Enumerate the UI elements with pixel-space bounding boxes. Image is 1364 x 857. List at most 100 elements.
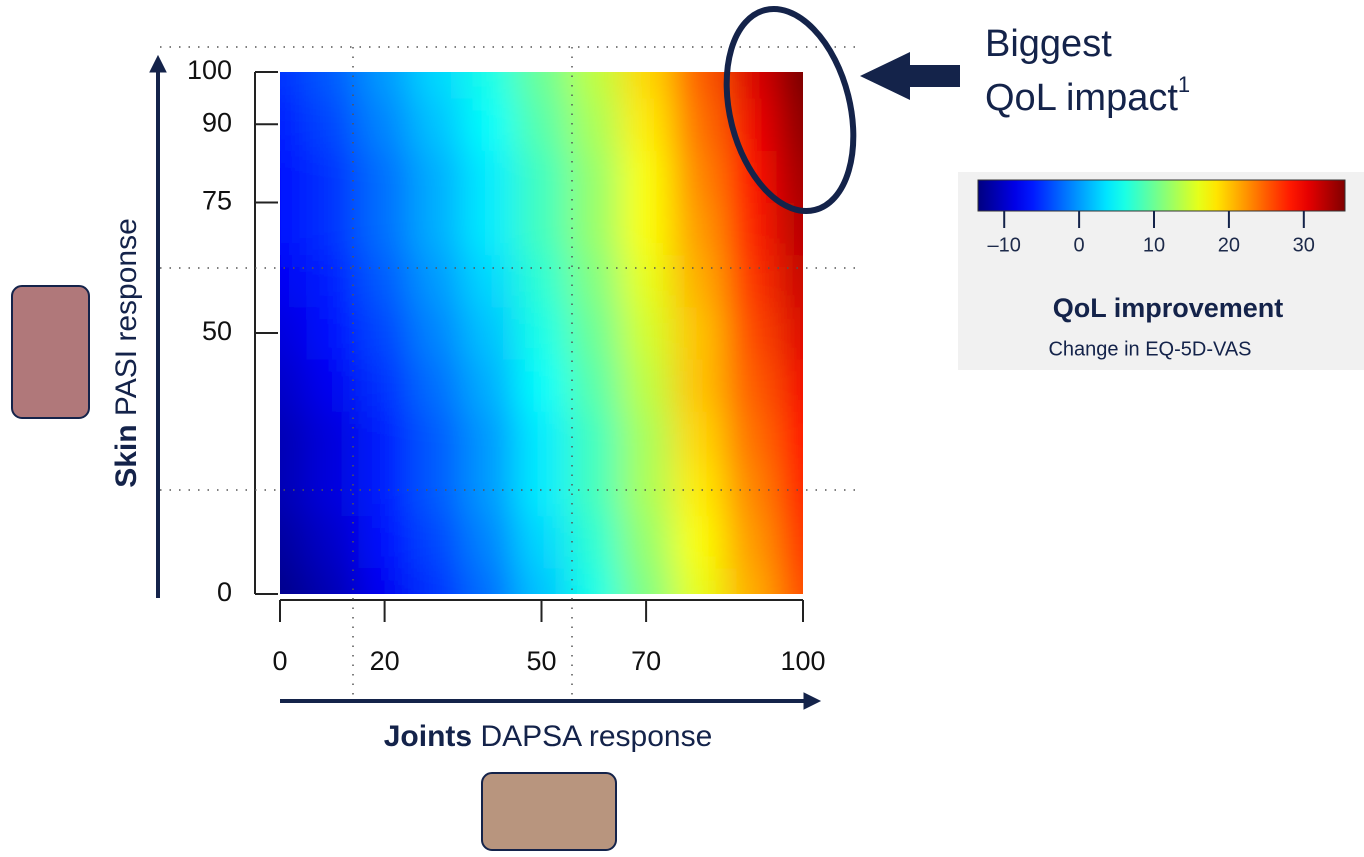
heat-cell: [777, 12, 864, 99]
heat-cell: [568, 464, 621, 517]
heat-cell: [515, 516, 568, 569]
heatmap-cells: [220, 12, 864, 655]
heat-cell: [515, 98, 568, 151]
heat-cell: [220, 516, 307, 569]
heat-cell: [620, 12, 673, 99]
heat-cell: [568, 568, 621, 655]
heat-cell: [515, 150, 568, 203]
x-title: DAPSA response: [480, 720, 712, 753]
y-title: PASI response: [110, 218, 143, 416]
heat-cell: [220, 150, 307, 203]
x-tick-label: 70: [631, 646, 661, 676]
y-tick-label: 50: [202, 316, 232, 346]
heat-cell: [725, 307, 778, 360]
heat-cell: [358, 359, 411, 412]
heat-cell: [411, 568, 464, 655]
annotation: Biggest: [985, 23, 1112, 65]
heat-cell: [568, 12, 621, 99]
heat-cell: [672, 411, 725, 464]
heat-cell: [463, 464, 516, 517]
skin-photo: [12, 286, 89, 418]
heat-cell: [672, 12, 725, 99]
heat-cell: [620, 98, 673, 151]
x-tick-label: 0: [272, 646, 287, 676]
heat-cell: [620, 516, 673, 569]
heat-cell: [358, 203, 411, 256]
heat-cell: [411, 12, 464, 99]
heat-cell: [620, 255, 673, 308]
heat-cell: [672, 307, 725, 360]
heat-cell: [568, 411, 621, 464]
heat-cell: [620, 307, 673, 360]
heat-cell: [463, 203, 516, 256]
colorbar-tick-label: 0: [1074, 234, 1085, 256]
heat-cell: [515, 12, 568, 99]
heat-cell: [515, 307, 568, 360]
heat-cell: [620, 411, 673, 464]
heat-cell: [411, 98, 464, 151]
x-axis-title: Joints DAPSA response: [384, 720, 713, 753]
colorbar-tick-label: 10: [1143, 234, 1165, 256]
heat-cell: [358, 307, 411, 360]
colorbar: [978, 180, 1345, 211]
heat-cell: [672, 150, 725, 203]
heat-cell: [515, 411, 568, 464]
heat-cell: [568, 359, 621, 412]
heat-cell: [220, 255, 307, 308]
heat-cell: [463, 516, 516, 569]
heat-cell: [777, 307, 864, 360]
x-tick-label: 20: [370, 646, 400, 676]
y-tick-label: 100: [187, 55, 232, 85]
heat-cell: [777, 464, 864, 517]
heat-cell: [306, 307, 359, 360]
heat-cell: [463, 359, 516, 412]
heat-cell: [358, 98, 411, 151]
colorbar-subtitle: Change in EQ-5D-VAS: [1048, 338, 1251, 360]
heat-cell: [620, 359, 673, 412]
heat-cell: [568, 307, 621, 360]
x-tick-label: 100: [780, 646, 825, 676]
heat-cell: [568, 150, 621, 203]
heat-cell: [463, 150, 516, 203]
heat-cell: [358, 464, 411, 517]
heat-cell: [411, 150, 464, 203]
heat-cell: [463, 255, 516, 308]
annotation-superscript: 1: [1178, 72, 1190, 97]
y-arrowhead: [150, 56, 166, 72]
annotation-line: QoL impact: [985, 77, 1178, 119]
colorbar-title: QoL improvement: [1053, 293, 1284, 323]
heat-cell: [777, 411, 864, 464]
heat-cell: [725, 516, 778, 569]
x-arrowhead: [804, 693, 820, 709]
heat-cell: [220, 411, 307, 464]
heat-cell: [620, 203, 673, 256]
heat-cell: [411, 203, 464, 256]
joint-photo: [482, 773, 616, 850]
heat-cell: [463, 98, 516, 151]
heat-cell: [220, 203, 307, 256]
y-tick-label: 75: [202, 186, 232, 216]
heat-cell: [777, 516, 864, 569]
heat-cell: [411, 516, 464, 569]
heat-cell: [568, 255, 621, 308]
heat-cell: [515, 255, 568, 308]
heat-cell: [672, 464, 725, 517]
colorbar-tick-label: –10: [988, 234, 1021, 256]
heat-cell: [411, 411, 464, 464]
heat-cell: [463, 568, 516, 655]
y-axis-title: Skin PASI response: [110, 218, 143, 488]
heat-cell: [411, 307, 464, 360]
heatmap: [220, 12, 864, 655]
heat-cell: [306, 150, 359, 203]
heat-cell: [672, 98, 725, 151]
heat-cell: [220, 12, 307, 99]
heat-cell: [306, 98, 359, 151]
heat-cell: [672, 568, 725, 655]
heat-cell: [568, 516, 621, 569]
heat-cell: [306, 203, 359, 256]
heat-cell: [358, 516, 411, 569]
heat-cell: [620, 150, 673, 203]
heat-cell: [515, 203, 568, 256]
page: {"chart_data": {"type": "heatmap", "xlab…: [0, 0, 1364, 852]
heat-cell: [358, 150, 411, 203]
